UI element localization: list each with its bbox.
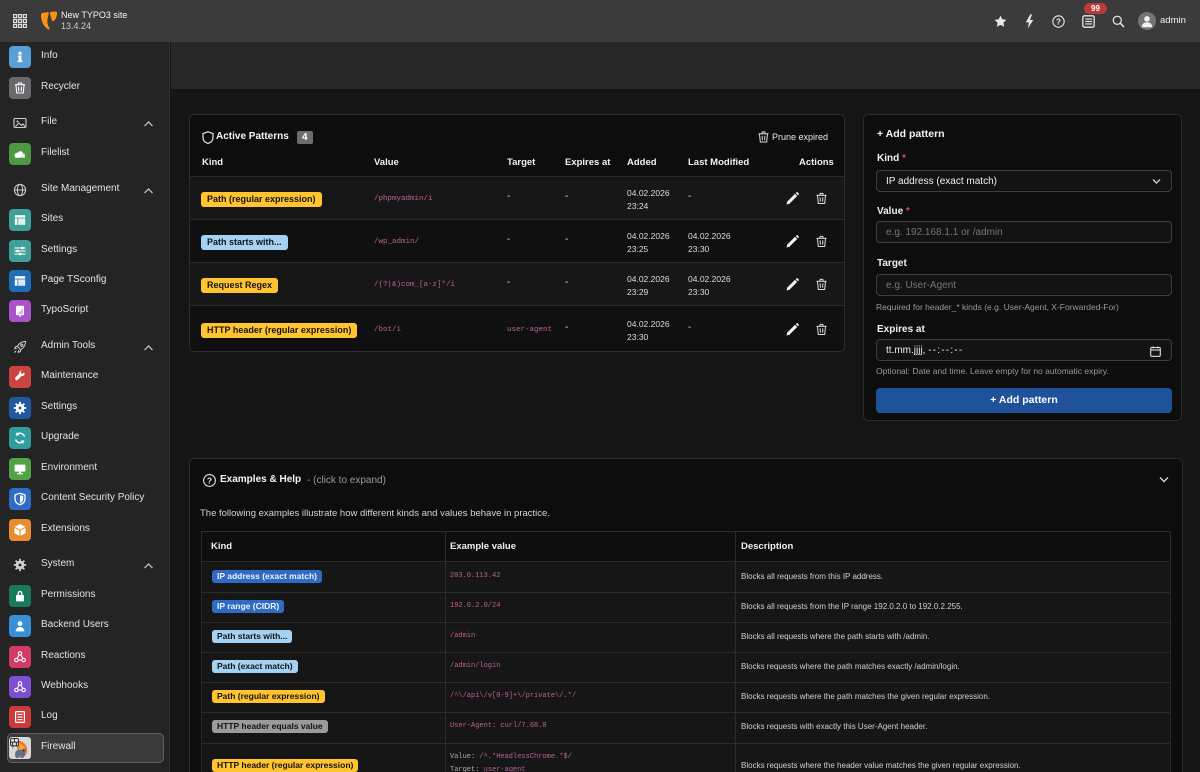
svg-text:?: ?	[1056, 17, 1061, 26]
svg-text:?: ?	[207, 476, 212, 486]
